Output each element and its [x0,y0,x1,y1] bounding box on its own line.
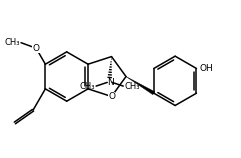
Text: O: O [33,44,40,53]
Text: OH: OH [200,64,213,73]
Text: O: O [108,92,115,101]
Text: CH₃: CH₃ [79,82,95,91]
Text: N: N [107,79,114,87]
Polygon shape [126,76,155,95]
Text: CH₃: CH₃ [4,38,20,47]
Text: CH₃: CH₃ [125,82,140,91]
